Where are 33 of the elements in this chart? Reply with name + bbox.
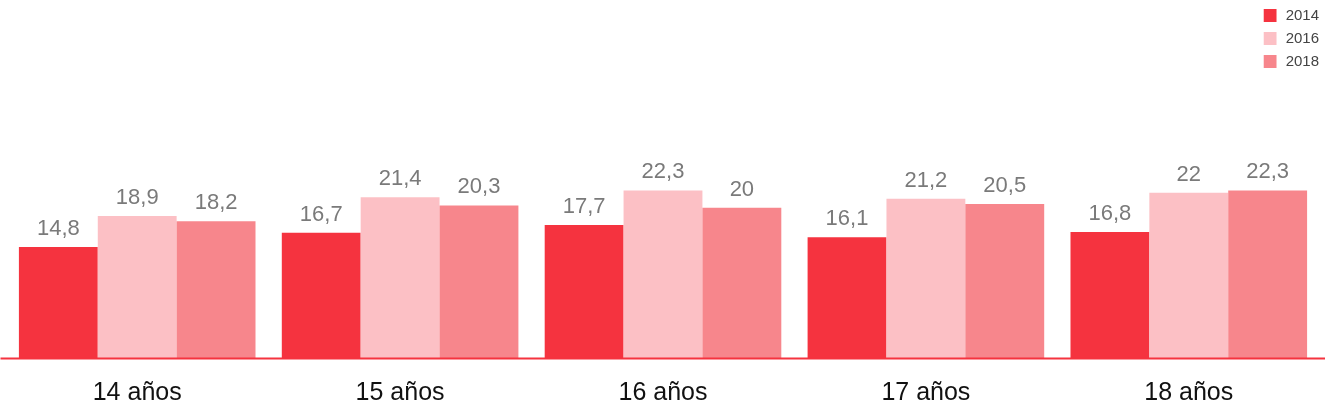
- data-label: 22,3: [1246, 158, 1290, 184]
- bar: [176, 221, 256, 359]
- legend-label: 2016: [1285, 29, 1319, 46]
- data-label: 22,3: [641, 158, 685, 184]
- bar: [623, 190, 703, 359]
- data-label: 16,8: [1088, 199, 1132, 225]
- data-label: 18,2: [194, 189, 238, 215]
- legend-label: 2014: [1285, 6, 1319, 23]
- data-label: 21,4: [378, 165, 422, 191]
- data-label: 18,9: [115, 184, 159, 210]
- x-tick-label: 14 años: [92, 376, 182, 405]
- bar: [702, 207, 782, 359]
- x-tick-label: 15 años: [355, 376, 445, 405]
- bar: [1149, 192, 1229, 359]
- bar: [97, 216, 177, 359]
- data-label: 16,7: [299, 200, 343, 226]
- x-tick-label: 16 años: [618, 376, 708, 405]
- bar: [360, 197, 440, 359]
- data-label: 21,2: [904, 166, 948, 192]
- bar: [1228, 190, 1308, 359]
- bar: [965, 203, 1045, 359]
- x-tick-label: 18 años: [1144, 376, 1234, 405]
- data-label: 16,1: [825, 205, 869, 231]
- data-label: 20,5: [983, 171, 1027, 197]
- bar: [439, 205, 519, 359]
- data-label: 14,8: [36, 214, 80, 240]
- x-tick-label: 17 años: [881, 376, 971, 405]
- data-label: 20: [729, 175, 755, 201]
- legend-label: 2018: [1285, 52, 1319, 69]
- data-label: 22: [1176, 160, 1202, 186]
- bar: [886, 198, 966, 359]
- data-label: 17,7: [562, 193, 606, 219]
- data-label: 20,3: [457, 173, 501, 199]
